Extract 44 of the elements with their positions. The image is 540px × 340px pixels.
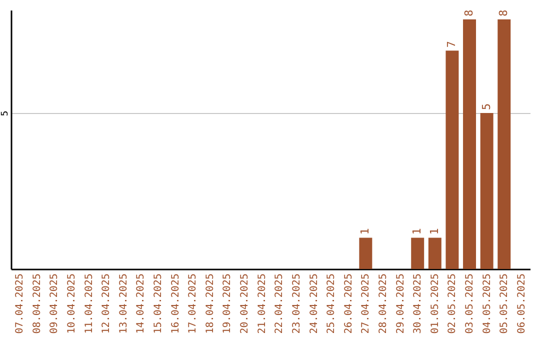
bar: [359, 238, 372, 269]
bar: [480, 112, 494, 269]
x-tick-label: 16.04.2025: [170, 274, 182, 334]
x-tick-label: 20.04.2025: [240, 274, 251, 334]
data-label: 1: [410, 228, 424, 235]
x-tick-label: 19.04.2025: [222, 274, 234, 334]
x-tick-label: 27.04.2025: [360, 274, 372, 334]
bar: [463, 19, 476, 269]
x-tick-label: 22.04.2025: [274, 274, 286, 334]
x-tick-label: 07.04.2025: [14, 274, 26, 334]
x-tick-label: 17.04.2025: [188, 274, 199, 334]
x-tick-label: 05.05.2025: [499, 274, 510, 334]
data-label: 8: [497, 10, 510, 16]
x-tick-label: 28.04.2025: [378, 274, 389, 334]
x-tick-label: 04.05.2025: [482, 274, 493, 334]
x-tick-label: 15.04.2025: [153, 274, 164, 334]
x-tick-label: 13.04.2025: [118, 274, 130, 334]
x-tick-label: 11.04.2025: [84, 274, 95, 334]
x-tick-label: 02.05.2025: [447, 274, 458, 334]
x-tick-label: 12.04.2025: [101, 274, 112, 334]
x-tick-label: 18.04.2025: [204, 274, 216, 334]
x-tick-label: 25.04.2025: [326, 274, 338, 334]
x-tick-label: 09.04.2025: [49, 274, 60, 334]
bar: [498, 19, 511, 269]
x-tick-label: 23.04.2025: [291, 274, 302, 334]
x-tick-label: 10.04.2025: [66, 274, 78, 334]
x-tick-label: 03.05.2025: [464, 274, 476, 334]
x-tick-label: 08.04.2025: [32, 274, 43, 334]
data-label: 1: [358, 228, 372, 235]
data-label: 7: [445, 40, 458, 48]
x-tick-label: 06.05.2025: [516, 274, 528, 334]
x-tick-label: 24.04.2025: [308, 274, 320, 334]
bar: [428, 238, 442, 269]
bar: [411, 238, 424, 269]
data-label: 5: [480, 103, 493, 110]
x-tick-label: 14.04.2025: [136, 274, 147, 334]
x-tick-label: 01.05.2025: [430, 274, 441, 334]
x-tick-label: 30.04.2025: [412, 274, 424, 334]
bar: [446, 50, 459, 269]
data-label: 1: [428, 228, 441, 235]
x-tick-label: 21.04.2025: [256, 274, 268, 334]
x-tick-label: 26.04.2025: [343, 274, 354, 334]
data-label: 8: [462, 10, 476, 16]
x-tick-label: 29.04.2025: [395, 274, 406, 334]
